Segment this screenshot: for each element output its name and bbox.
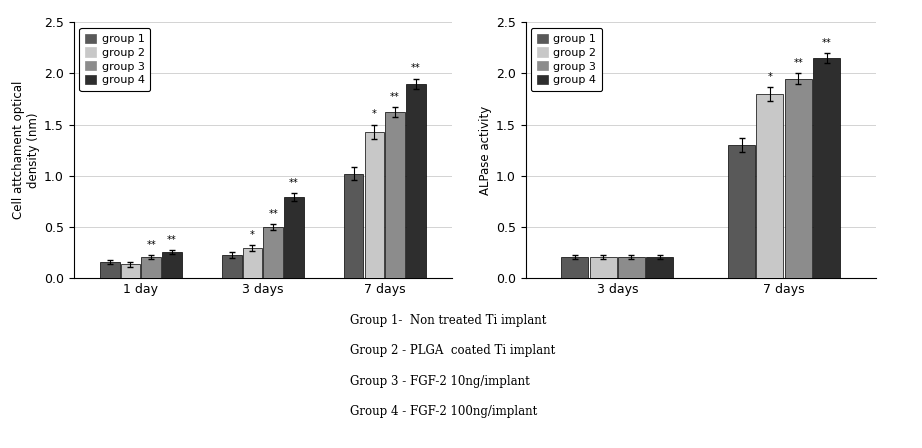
Text: **: ** xyxy=(289,178,299,188)
Text: Group 1-  Non treated Ti implant: Group 1- Non treated Ti implant xyxy=(350,314,547,327)
Bar xyxy=(728,145,755,278)
Bar xyxy=(785,78,811,278)
Text: *: * xyxy=(250,230,254,240)
Bar xyxy=(406,84,426,278)
Legend: group 1, group 2, group 3, group 4: group 1, group 2, group 3, group 4 xyxy=(531,28,602,91)
Text: **: ** xyxy=(167,235,177,245)
Y-axis label: Cell attchament optical
density (nm): Cell attchament optical density (nm) xyxy=(12,81,40,219)
Text: **: ** xyxy=(411,64,420,73)
Text: Group 4 - FGF-2 100ng/implant: Group 4 - FGF-2 100ng/implant xyxy=(350,405,538,418)
Y-axis label: ALPase activity: ALPase activity xyxy=(479,105,491,195)
Bar xyxy=(162,252,182,278)
Bar xyxy=(141,257,161,278)
Bar xyxy=(364,132,384,278)
Text: **: ** xyxy=(390,92,400,102)
Bar xyxy=(242,248,262,278)
Bar xyxy=(813,58,840,278)
Text: **: ** xyxy=(147,240,156,250)
Bar xyxy=(344,173,363,278)
Text: Group 2 - PLGA  coated Ti implant: Group 2 - PLGA coated Ti implant xyxy=(350,344,556,357)
Bar xyxy=(618,257,645,278)
Legend: group 1, group 2, group 3, group 4: group 1, group 2, group 3, group 4 xyxy=(79,28,150,91)
Bar xyxy=(590,257,617,278)
Bar xyxy=(222,255,242,278)
Bar xyxy=(284,197,303,278)
Bar xyxy=(646,257,673,278)
Bar xyxy=(121,264,140,278)
Bar xyxy=(756,94,784,278)
Text: *: * xyxy=(767,72,773,82)
Bar xyxy=(385,112,405,278)
Bar xyxy=(100,263,120,278)
Text: **: ** xyxy=(822,38,832,48)
Text: **: ** xyxy=(268,208,278,219)
Bar xyxy=(264,227,283,278)
Bar xyxy=(561,257,588,278)
Text: **: ** xyxy=(794,58,803,69)
Text: Group 3 - FGF-2 10ng/implant: Group 3 - FGF-2 10ng/implant xyxy=(350,375,530,388)
Text: *: * xyxy=(372,109,377,120)
